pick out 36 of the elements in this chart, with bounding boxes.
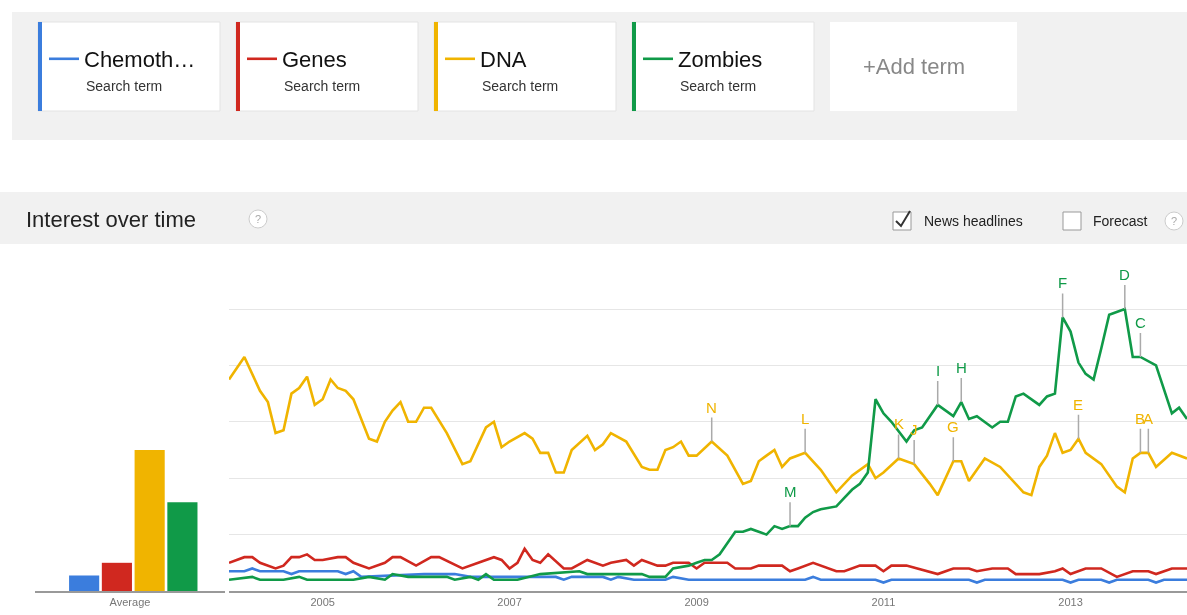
text: Search term [284,78,361,94]
annotation: E [1073,396,1084,413]
x-axis-title: Average [109,595,151,608]
annotation: G [947,418,959,435]
x-tick-label: 2011 [871,595,896,608]
text: Forecast [1093,213,1148,229]
text: News headlines [924,213,1023,229]
annotation: H [956,359,967,376]
annotation: F [1058,274,1068,291]
x-tick-label: 2005 [310,595,335,608]
text: Search term [680,78,757,94]
x-tick-label: 2007 [497,595,522,608]
legend-label: Zombies [678,47,763,73]
x-tick-label: 2013 [1058,595,1083,608]
bar [69,575,100,591]
legend-label: Chemoth… [84,47,196,73]
annotation: N [706,399,717,416]
annotation: K [894,415,905,432]
text: ? [255,213,262,225]
bar [167,502,198,591]
annotation: M [784,483,797,500]
annotation: C [1135,314,1146,331]
legend-label: DNA [480,47,527,73]
bar [134,450,165,591]
bar [101,562,132,591]
text: Search term [86,78,163,94]
text: Search term [482,78,559,94]
text: ? [1171,215,1178,227]
legend-label: Genes [282,47,347,73]
annotation: D [1119,266,1130,283]
x-tick-label: 2009 [684,595,709,608]
annotation: L [801,410,810,427]
chart-title: Interest over time [26,207,196,232]
annotation: I [936,362,941,379]
text: +Add term [863,54,966,79]
annotation: A [1143,410,1154,427]
